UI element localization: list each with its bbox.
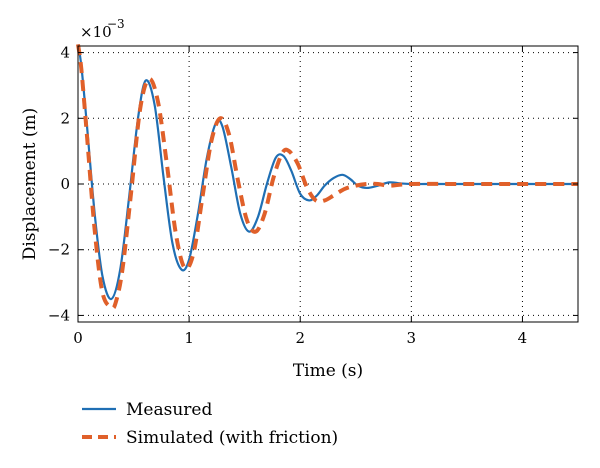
- y-axis-label: Displacement (m): [20, 108, 40, 261]
- x-axis-label: Time (s): [293, 361, 363, 381]
- legend: Measured Simulated (with friction): [82, 400, 338, 448]
- legend-label-simulated: Simulated (with friction): [126, 428, 338, 448]
- y-multiplier-base: ×10: [80, 23, 112, 41]
- x-tick-label: 3: [407, 329, 417, 347]
- tick-layer: 0 1 2 3 4 −4 −2 0 2 4: [48, 44, 578, 347]
- y-tick-label: 0: [60, 175, 70, 193]
- x-tick-label: 1: [184, 329, 194, 347]
- legend-label-measured: Measured: [126, 400, 212, 420]
- y-tick-label: 4: [60, 44, 70, 62]
- grid-layer: [78, 46, 578, 322]
- x-tick-label: 2: [295, 329, 305, 347]
- x-tick-label: 4: [518, 329, 528, 347]
- x-tick-label: 0: [73, 329, 83, 347]
- y-tick-label: −2: [48, 241, 70, 259]
- series-layer: [76, 44, 578, 311]
- series-line-simulated: [76, 44, 578, 311]
- y-multiplier-exponent: −3: [107, 17, 125, 31]
- y-tick-label: 2: [60, 109, 70, 127]
- y-tick-label: −4: [48, 306, 70, 324]
